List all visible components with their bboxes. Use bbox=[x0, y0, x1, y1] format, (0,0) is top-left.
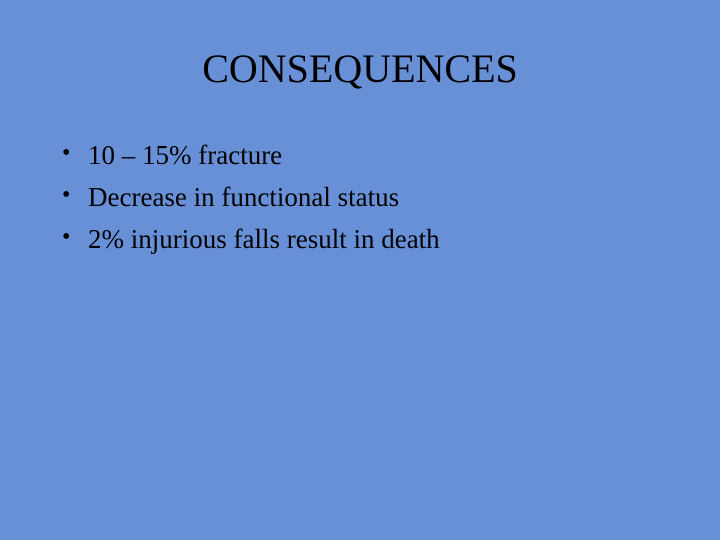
list-item: 2% injurious falls result in death bbox=[60, 221, 670, 259]
bullet-list: 10 – 15% fracture Decrease in functional… bbox=[50, 137, 670, 258]
list-item: Decrease in functional status bbox=[60, 179, 670, 217]
slide-container: CONSEQUENCES 10 – 15% fracture Decrease … bbox=[0, 0, 720, 540]
slide-title: CONSEQUENCES bbox=[50, 45, 670, 92]
list-item: 10 – 15% fracture bbox=[60, 137, 670, 175]
